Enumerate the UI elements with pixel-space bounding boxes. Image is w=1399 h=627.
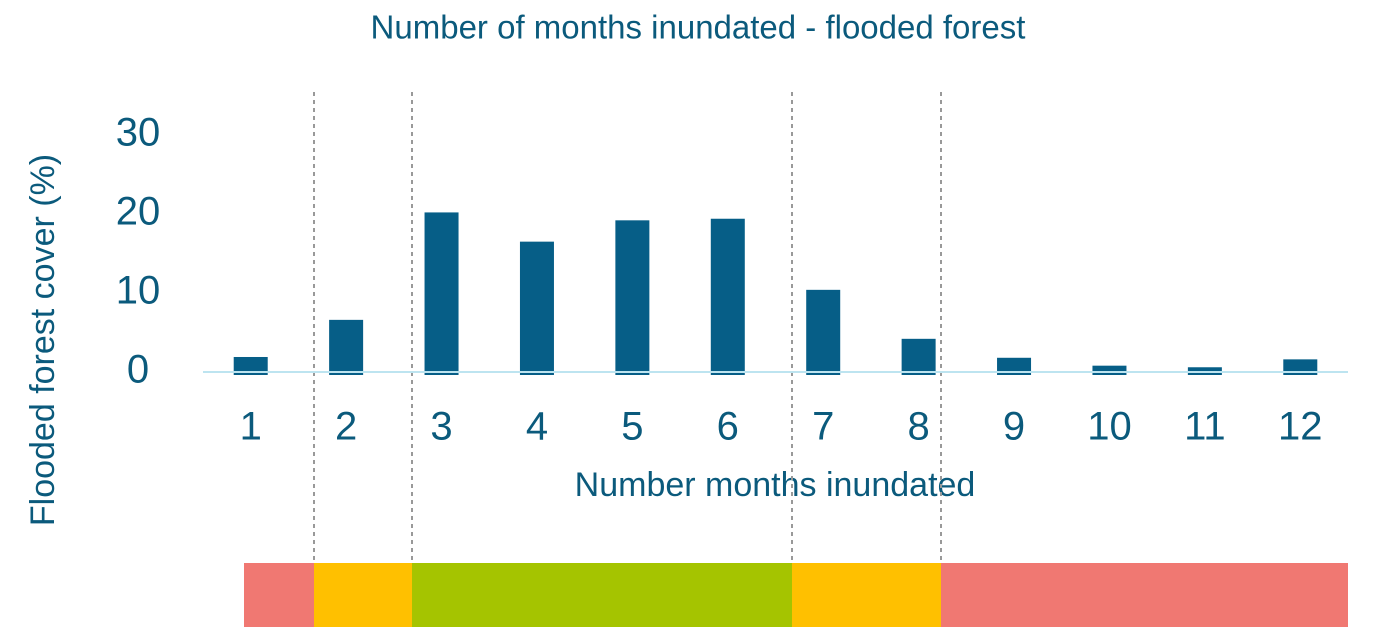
x-tick-label: 9	[1003, 405, 1025, 449]
x-tick-label: 10	[1087, 405, 1132, 449]
bar	[329, 319, 364, 375]
x-tick-label: 11	[1184, 405, 1226, 449]
bar	[710, 218, 745, 375]
bar	[424, 212, 459, 375]
bar	[997, 357, 1032, 375]
y-tick-label: 20	[116, 190, 161, 234]
bar	[233, 356, 268, 375]
bar	[615, 220, 650, 375]
x-tick-label: 6	[717, 405, 739, 449]
class-strip	[244, 563, 1348, 627]
y-axis-label: Flooded forest cover (%)	[24, 154, 62, 526]
x-tick-label: 4	[526, 405, 548, 449]
x-tick-label: 1	[240, 405, 262, 449]
x-tick-label: 12	[1278, 405, 1323, 449]
strip-segment	[314, 563, 412, 627]
y-tick-label: 30	[116, 111, 161, 155]
x-tick-label: 3	[430, 405, 452, 449]
bar	[806, 289, 841, 375]
strip-segment	[941, 563, 1348, 627]
strip-segment	[244, 563, 314, 627]
bar	[1092, 365, 1127, 375]
x-tick-label: 8	[908, 405, 930, 449]
bar	[519, 241, 554, 375]
dividers	[313, 92, 942, 562]
strip-segment	[792, 563, 941, 627]
y-tick-label: 0	[127, 348, 149, 392]
x-tick-label: 5	[621, 405, 643, 449]
x-tick-label: 7	[812, 405, 834, 449]
y-tick-label: 10	[116, 269, 161, 313]
chart-title: Number of months inundated - flooded for…	[371, 9, 1026, 46]
strip-segment	[412, 563, 792, 627]
x-axis-label: Number months inundated	[575, 466, 976, 504]
bar	[901, 338, 936, 375]
x-tick-label: 2	[335, 405, 357, 449]
